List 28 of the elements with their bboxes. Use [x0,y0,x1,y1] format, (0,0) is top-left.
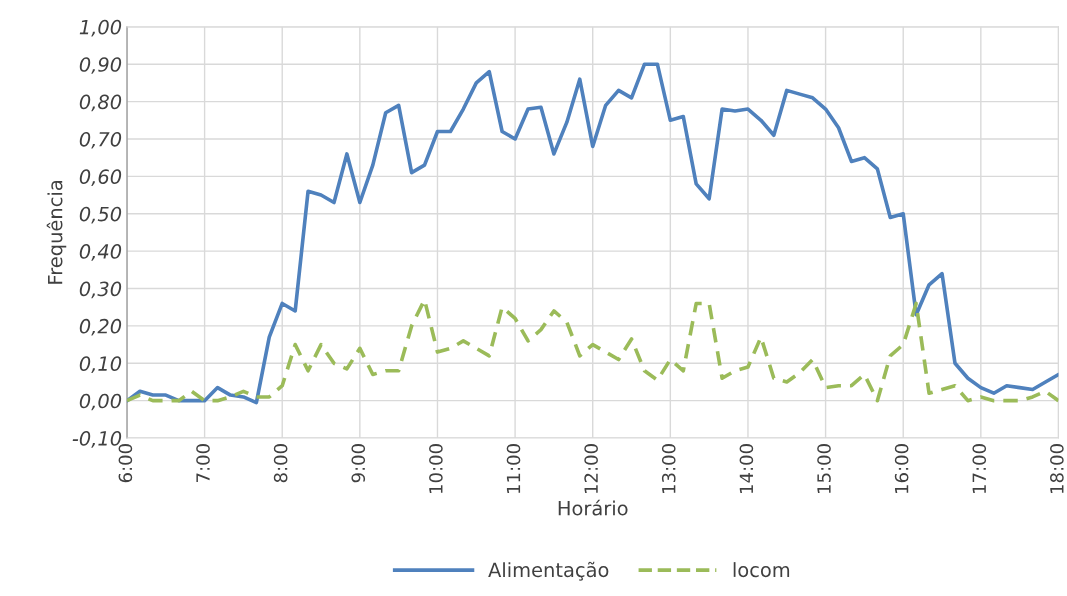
x-tick-label: 9:00 [351,444,366,483]
y-tick-label: 1,00 [79,19,122,37]
y-tick-label: 0,40 [79,244,122,261]
y-tick-label: 0,70 [79,131,122,149]
x-axis-title: Horário [558,499,628,516]
x-tick-label: 18:00 [1050,444,1064,493]
y-tick-label: 0,10 [79,356,122,373]
x-tick-label: 16:00 [894,444,909,493]
y-tick-label: 0,90 [79,57,122,74]
line-series [126,62,1059,405]
x-tick-label: 17:00 [972,444,987,493]
x-tick-label: 8:00 [273,444,288,483]
x-tick-label: 7:00 [196,444,210,482]
x-tick-label: 10:00 [429,444,443,493]
x-tick-label: 14:00 [739,444,754,493]
x-tick-label: 13:00 [661,444,676,493]
legend-label: locom [733,562,790,578]
x-tick-label: 12:00 [584,444,598,493]
x-tick-label: 15:00 [817,444,831,493]
legend-label: Alimentação [488,561,609,581]
x-tick-label: 11:00 [506,444,521,493]
y-tick-label: 0,00 [79,393,122,411]
y-tick-label: 0,30 [79,281,122,299]
y-tick-label: 0,50 [79,206,122,224]
y-axis-title: Frequência [46,181,67,284]
y-tick-label: 0,60 [79,169,122,187]
y-tick-label: 0,80 [79,94,122,112]
y-tick-label: 0,20 [79,318,122,336]
